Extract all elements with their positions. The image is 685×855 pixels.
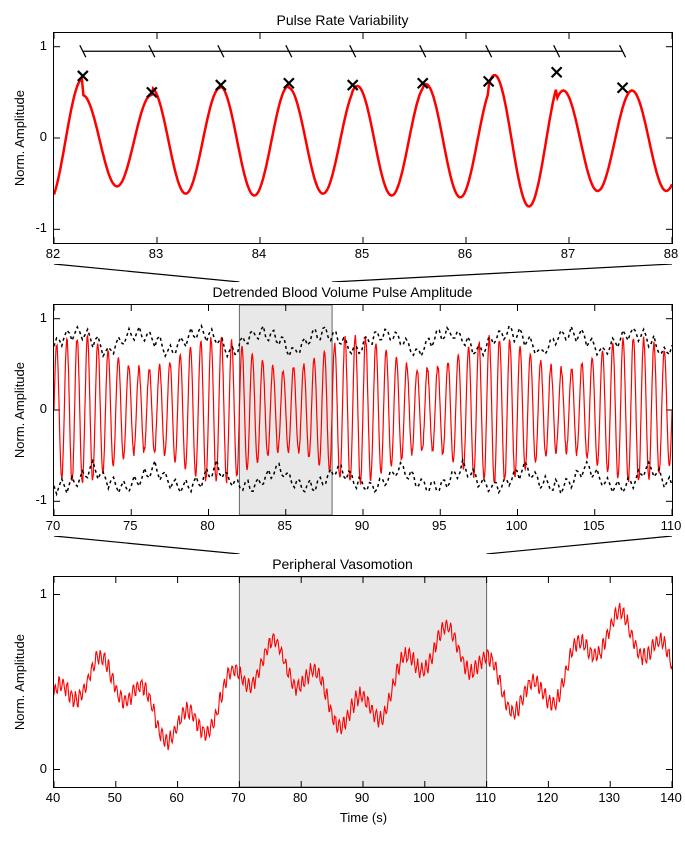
panel1-title: Pulse Rate Variability — [12, 12, 673, 28]
connector-1-2 — [54, 264, 673, 282]
panel3-row: Norm. Amplitude 01 — [12, 576, 673, 788]
panel1-yticks: -101 — [30, 32, 53, 242]
panel1-row: Norm. Amplitude -101 — [12, 32, 673, 244]
connector-2-3 — [54, 536, 673, 554]
panel1-plot — [53, 32, 673, 244]
panel1-ylabel: Norm. Amplitude — [12, 90, 30, 186]
panel3-title: Peripheral Vasomotion — [12, 556, 673, 572]
panel2-xaxis: 707580859095100105110 — [54, 516, 672, 536]
panel2-yticks: -101 — [30, 304, 53, 514]
panel3-plot — [53, 576, 673, 788]
panel2-title: Detrended Blood Volume Pulse Amplitude — [12, 284, 673, 300]
xaxis-label: Time (s) — [54, 810, 673, 825]
panel2-row: Norm. Amplitude -101 — [12, 304, 673, 516]
panel3-yticks: 01 — [30, 576, 53, 786]
panel3-xaxis: 405060708090100110120130140 — [54, 788, 672, 808]
panel2-ylabel: Norm. Amplitude — [12, 362, 30, 458]
panel2-plot — [53, 304, 673, 516]
panel1-xaxis: 82838485868788 — [54, 244, 672, 264]
panel3-ylabel: Norm. Amplitude — [12, 634, 30, 730]
